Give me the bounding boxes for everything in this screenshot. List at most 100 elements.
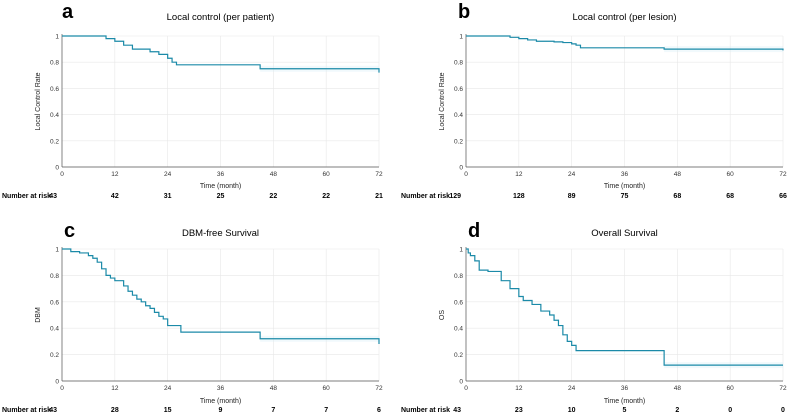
panel-letter: c — [64, 220, 75, 242]
risk-count: 129 — [449, 193, 461, 200]
x-axis-title: Time (month) — [200, 183, 241, 190]
risk-count: 21 — [375, 193, 383, 200]
x-tick-label: 36 — [621, 171, 629, 178]
x-tick-label: 72 — [779, 385, 787, 392]
y-tick-label: 0.8 — [454, 60, 463, 67]
risk-count: 42 — [111, 193, 119, 200]
risk-count: 0 — [728, 407, 732, 414]
risk-count: 2 — [675, 407, 679, 414]
risk-count: 75 — [621, 193, 629, 200]
y-axis-title: OS — [439, 310, 446, 320]
panel-b: b Local control (per lesion) 0 0.2 0.4 0.6 0.8… — [401, 1, 787, 200]
y-tick-label: 0 — [459, 379, 463, 386]
y-tick-label: 1 — [459, 247, 463, 254]
risk-count: 23 — [515, 407, 523, 414]
panel-letter: a — [62, 1, 74, 23]
risk-count: 68 — [726, 193, 734, 200]
x-tick-label: 36 — [621, 385, 629, 392]
panel-title: Overall Survival — [591, 228, 658, 239]
x-tick-label: 48 — [674, 171, 682, 178]
x-tick-label: 12 — [111, 171, 119, 178]
risk-count: 66 — [779, 193, 787, 200]
y-axis-title: Local Control Rate — [35, 72, 42, 130]
y-axis-title: Local Control Rate — [439, 72, 446, 130]
x-tick-label: 72 — [779, 171, 787, 178]
risk-count: 43 — [49, 193, 57, 200]
risk-count: 43 — [49, 407, 57, 414]
panel-a: a Local control (per patient) 0 0.2 0.4 0.6 0.… — [2, 1, 383, 200]
y-tick-label: 0.2 — [50, 138, 59, 145]
risk-count: 6 — [377, 407, 381, 414]
panel-title: Local control (per lesion) — [572, 12, 676, 23]
y-tick-label: 0.8 — [454, 273, 463, 280]
x-tick-label: 12 — [111, 385, 119, 392]
risk-count: 0 — [781, 407, 785, 414]
x-tick-label: 60 — [323, 171, 331, 178]
panel-title: Local control (per patient) — [167, 12, 275, 23]
risk-count: 25 — [217, 193, 225, 200]
survival-curve — [466, 248, 783, 366]
x-tick-label: 24 — [164, 385, 172, 392]
y-tick-label: 0.2 — [454, 138, 463, 145]
x-tick-label: 0 — [464, 385, 468, 392]
risk-count: 10 — [568, 407, 576, 414]
y-tick-label: 0.8 — [50, 273, 59, 280]
risk-table-label: Number at risk — [2, 193, 51, 200]
y-tick-label: 0.6 — [454, 86, 463, 93]
x-tick-label: 72 — [375, 385, 383, 392]
y-tick-label: 0.2 — [454, 352, 463, 359]
x-tick-label: 12 — [515, 171, 523, 178]
x-tick-label: 0 — [60, 171, 64, 178]
risk-count: 31 — [164, 193, 172, 200]
y-tick-label: 0.4 — [50, 326, 59, 333]
risk-count: 7 — [271, 407, 275, 414]
x-axis-title: Time (month) — [200, 398, 241, 405]
x-tick-label: 60 — [727, 171, 735, 178]
x-tick-label: 48 — [270, 385, 278, 392]
risk-count: 28 — [111, 407, 119, 414]
y-tick-label: 1 — [55, 247, 59, 254]
x-tick-label: 60 — [727, 385, 735, 392]
y-tick-label: 0.8 — [50, 60, 59, 67]
risk-table-label: Number at risk — [401, 193, 450, 200]
risk-count: 68 — [673, 193, 681, 200]
x-tick-label: 24 — [568, 385, 576, 392]
risk-count: 9 — [219, 407, 223, 414]
y-tick-label: 0.4 — [50, 112, 59, 119]
panel-letter: b — [458, 1, 470, 23]
survival-curve — [62, 35, 380, 73]
y-tick-label: 0.4 — [454, 112, 463, 119]
risk-table-label: Number at risk — [401, 407, 450, 414]
x-tick-label: 24 — [568, 171, 576, 178]
y-tick-label: 0 — [459, 165, 463, 172]
panel-c: c DBM-free Survival 0 0.2 0.4 0.6 0.8 1 0 12 24 36 4… — [2, 220, 383, 414]
risk-count: 22 — [269, 193, 277, 200]
survival-curve — [466, 35, 784, 51]
x-tick-label: 24 — [164, 171, 172, 178]
risk-count: 7 — [324, 407, 328, 414]
y-tick-label: 0 — [55, 379, 59, 386]
risk-count: 22 — [322, 193, 330, 200]
survival-curve — [62, 248, 380, 345]
x-tick-label: 36 — [217, 171, 225, 178]
x-tick-label: 48 — [270, 171, 278, 178]
risk-table-label: Number at risk — [2, 407, 51, 414]
x-tick-label: 48 — [674, 385, 682, 392]
x-tick-label: 0 — [464, 171, 468, 178]
x-tick-label: 12 — [515, 385, 523, 392]
y-tick-label: 0 — [55, 165, 59, 172]
risk-count: 89 — [568, 193, 576, 200]
x-axis-title: Time (month) — [604, 398, 645, 405]
x-tick-label: 0 — [60, 385, 64, 392]
y-tick-label: 0.2 — [50, 352, 59, 359]
y-axis-title: DBM — [35, 307, 42, 323]
risk-count: 15 — [164, 407, 172, 414]
x-tick-label: 60 — [323, 385, 331, 392]
x-tick-label: 72 — [375, 171, 383, 178]
panel-letter: d — [468, 220, 480, 242]
y-tick-label: 1 — [459, 34, 463, 41]
risk-count: 128 — [513, 193, 525, 200]
